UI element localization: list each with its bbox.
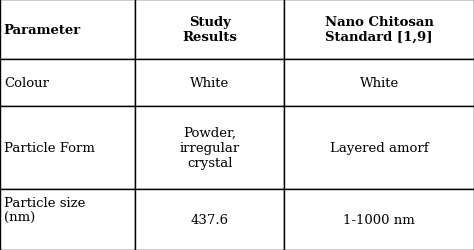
Text: Particle size
(nm): Particle size (nm) (4, 196, 85, 224)
Text: 437.6: 437.6 (191, 213, 229, 226)
Bar (284, 189, 474, 250)
Text: White: White (360, 77, 399, 90)
Bar (284, 0, 474, 60)
Text: Layered amorf: Layered amorf (330, 141, 428, 154)
Bar (135, 0, 284, 60)
Text: Particle Form: Particle Form (4, 141, 95, 154)
Bar (135, 106, 284, 189)
Text: Study
Results: Study Results (182, 16, 237, 44)
Bar (284, 60, 474, 106)
Text: Colour: Colour (4, 77, 49, 90)
Bar (0, 189, 135, 250)
Text: Nano Chitosan
Standard [1,9]: Nano Chitosan Standard [1,9] (325, 16, 434, 44)
Text: Parameter: Parameter (4, 24, 81, 36)
Text: Powder,
irregular
crystal: Powder, irregular crystal (180, 126, 240, 169)
Bar (135, 189, 284, 250)
Text: White: White (190, 77, 229, 90)
Bar (0, 60, 135, 106)
Bar (0, 0, 135, 60)
Bar (135, 60, 284, 106)
Bar (0, 106, 135, 189)
Text: 1-1000 nm: 1-1000 nm (343, 213, 415, 226)
Bar (284, 106, 474, 189)
